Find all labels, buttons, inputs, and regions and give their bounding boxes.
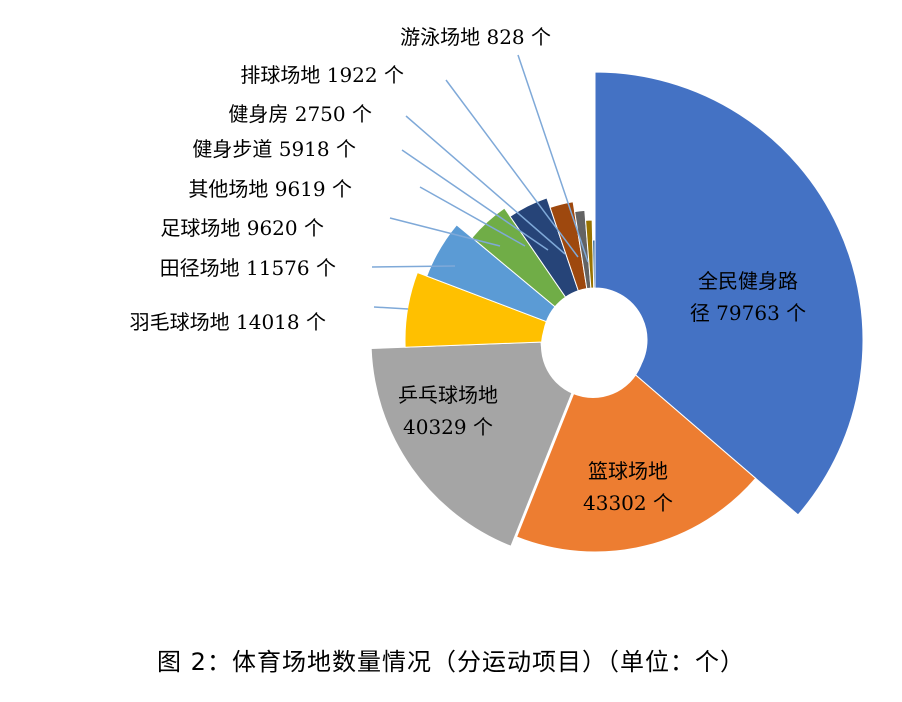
leader-line	[419, 186, 526, 247]
data-label: 游泳场地 828 个	[400, 25, 551, 49]
leader-line	[401, 149, 549, 251]
data-label: 排球场地 1922 个	[240, 63, 404, 87]
leader-line	[445, 79, 579, 258]
data-label: 乒乓球场地 40329 个	[398, 383, 498, 439]
data-label: 篮球场地 43302 个	[583, 459, 673, 515]
figure-caption: 图 2：体育场地数量情况（分运动项目）（单位：个）	[157, 648, 745, 676]
leader-line	[517, 54, 589, 263]
data-label: 健身步道 5918 个	[192, 137, 356, 161]
leader-line	[405, 115, 566, 255]
pie-slice	[592, 239, 596, 289]
data-label: 田径场地 11576 个	[160, 256, 336, 280]
data-label: 健身房 2750 个	[228, 102, 372, 126]
pie-slice	[426, 224, 556, 323]
leader-lines	[371, 54, 589, 310]
leader-line	[389, 217, 501, 247]
data-label: 全民健身路径 79763 个	[690, 269, 806, 325]
leader-line	[373, 306, 409, 310]
leader-line	[371, 265, 456, 268]
data-label: 羽毛球场地 14018 个	[130, 310, 326, 334]
doughnut-hole	[541, 294, 645, 398]
pie-slice	[594, 71, 864, 516]
data-label: 足球场地 9620 个	[160, 216, 324, 240]
data-label: 其他场地 9619 个	[188, 177, 352, 201]
